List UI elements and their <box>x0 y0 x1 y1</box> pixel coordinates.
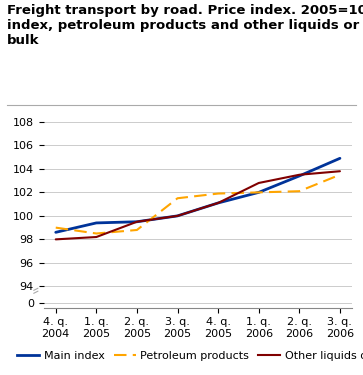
Petroleum products <box>54 225 58 230</box>
Petroleum products <box>216 191 220 196</box>
Petroleum products <box>175 196 180 201</box>
Other liquids or gases in bulk <box>338 169 342 174</box>
Other liquids or gases in bulk <box>94 235 98 239</box>
Petroleum products <box>135 228 139 232</box>
Petroleum products <box>257 190 261 195</box>
Main index <box>175 214 180 218</box>
Line: Petroleum products: Petroleum products <box>56 175 340 234</box>
Main index <box>297 174 302 178</box>
Text: Freight transport by road. Price index. 2005=100. Main
index, petroleum products: Freight transport by road. Price index. … <box>7 4 363 47</box>
Other liquids or gases in bulk <box>297 172 302 177</box>
Other liquids or gases in bulk <box>54 237 58 242</box>
Other liquids or gases in bulk <box>216 201 220 205</box>
Main index <box>338 156 342 160</box>
Line: Other liquids or gases in bulk: Other liquids or gases in bulk <box>56 171 340 239</box>
Main index <box>257 190 261 195</box>
Main index <box>216 201 220 205</box>
Petroleum products <box>338 172 342 177</box>
Legend: Main index, Petroleum products, Other liquids or gases in bulk: Main index, Petroleum products, Other li… <box>13 347 363 366</box>
Other liquids or gases in bulk <box>257 181 261 185</box>
Main index <box>135 219 139 224</box>
Line: Main index: Main index <box>56 158 340 232</box>
Petroleum products <box>297 189 302 194</box>
Main index <box>54 230 58 235</box>
Petroleum products <box>94 231 98 236</box>
Other liquids or gases in bulk <box>175 214 180 218</box>
Main index <box>94 220 98 225</box>
Other liquids or gases in bulk <box>135 219 139 224</box>
